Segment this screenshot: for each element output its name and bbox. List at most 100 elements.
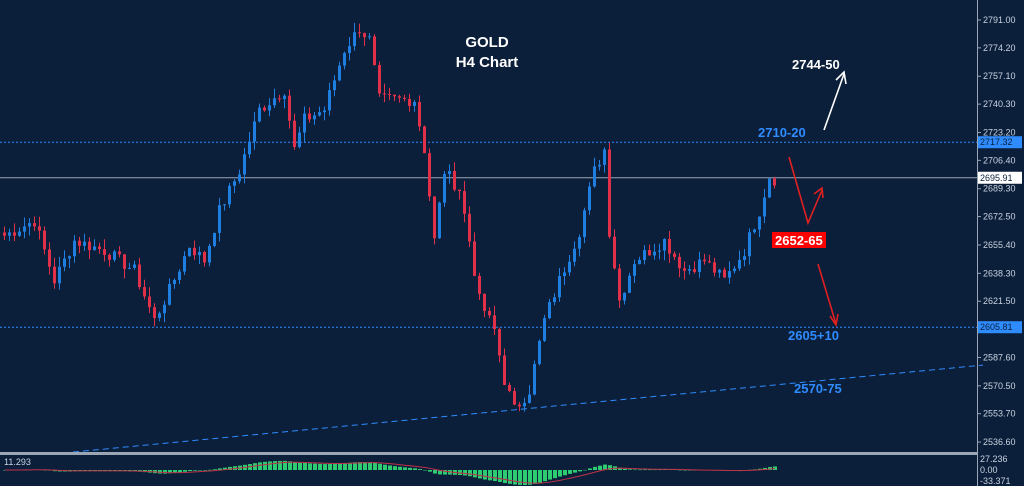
candle[interactable]: [348, 46, 351, 53]
candle[interactable]: [548, 302, 551, 319]
candle[interactable]: [553, 297, 556, 303]
candle[interactable]: [523, 402, 526, 407]
candle[interactable]: [113, 251, 116, 260]
candle[interactable]: [408, 98, 411, 106]
candle[interactable]: [43, 230, 46, 250]
candle[interactable]: [223, 204, 226, 206]
candle[interactable]: [68, 256, 71, 259]
candle[interactable]: [438, 202, 441, 239]
candle[interactable]: [623, 292, 626, 301]
candle[interactable]: [318, 112, 321, 116]
candle[interactable]: [33, 223, 36, 227]
candle[interactable]: [773, 178, 776, 186]
candle[interactable]: [278, 98, 281, 100]
candle[interactable]: [163, 304, 166, 314]
candle[interactable]: [248, 141, 251, 155]
candle[interactable]: [703, 259, 706, 262]
candle[interactable]: [628, 275, 631, 293]
candle[interactable]: [423, 126, 426, 154]
candle[interactable]: [403, 97, 406, 99]
candle[interactable]: [673, 253, 676, 257]
candle[interactable]: [208, 245, 211, 263]
candle[interactable]: [373, 36, 376, 66]
candle[interactable]: [368, 36, 371, 38]
price-axis[interactable]: 2791.00 2774.20 2757.10 2740.30 2723.20 2706.…: [977, 15, 1016, 447]
candle[interactable]: [13, 232, 16, 236]
candle[interactable]: [743, 256, 746, 260]
candle[interactable]: [678, 256, 681, 269]
candle[interactable]: [453, 170, 456, 190]
candle[interactable]: [203, 251, 206, 263]
candle[interactable]: [708, 261, 711, 263]
candle[interactable]: [688, 269, 691, 271]
candle[interactable]: [333, 80, 336, 91]
candle[interactable]: [103, 249, 106, 255]
candle[interactable]: [533, 363, 536, 395]
candle[interactable]: [583, 210, 586, 238]
candle[interactable]: [558, 276, 561, 298]
trendline[interactable]: [62, 364, 984, 454]
candle[interactable]: [723, 269, 726, 278]
candle[interactable]: [268, 105, 271, 111]
candle[interactable]: [388, 93, 391, 95]
candle[interactable]: [638, 259, 641, 265]
candle[interactable]: [58, 266, 61, 284]
candle[interactable]: [498, 329, 501, 356]
candle[interactable]: [543, 318, 546, 341]
candle[interactable]: [173, 279, 176, 284]
candle[interactable]: [243, 154, 246, 175]
candle[interactable]: [528, 394, 531, 403]
candle[interactable]: [658, 250, 661, 252]
candle[interactable]: [578, 237, 581, 249]
candle[interactable]: [593, 166, 596, 187]
candle[interactable]: [488, 310, 491, 316]
candle[interactable]: [458, 189, 461, 192]
panel-separator[interactable]: [0, 452, 977, 455]
candle[interactable]: [463, 191, 466, 214]
candle[interactable]: [588, 186, 591, 211]
candle[interactable]: [73, 240, 76, 257]
candle[interactable]: [303, 113, 306, 133]
candle[interactable]: [3, 232, 6, 236]
candle[interactable]: [48, 249, 51, 267]
candle[interactable]: [563, 272, 566, 277]
candle[interactable]: [753, 229, 756, 233]
candle[interactable]: [768, 178, 771, 198]
candle[interactable]: [83, 241, 86, 246]
candle[interactable]: [473, 241, 476, 276]
candle[interactable]: [353, 32, 356, 47]
candle[interactable]: [78, 240, 81, 246]
candle[interactable]: [443, 174, 446, 203]
candle[interactable]: [513, 391, 516, 405]
candle[interactable]: [313, 115, 316, 120]
candle[interactable]: [153, 307, 156, 318]
candle[interactable]: [538, 340, 541, 364]
candle[interactable]: [128, 267, 131, 269]
candle[interactable]: [228, 185, 231, 205]
candle[interactable]: [63, 258, 66, 267]
candle[interactable]: [213, 232, 216, 246]
candle[interactable]: [293, 120, 296, 148]
candle[interactable]: [503, 355, 506, 385]
candle[interactable]: [683, 268, 686, 271]
candle[interactable]: [198, 251, 201, 256]
candle[interactable]: [338, 65, 341, 81]
candle[interactable]: [18, 231, 21, 236]
candle[interactable]: [653, 251, 656, 256]
candle[interactable]: [693, 269, 696, 273]
candle[interactable]: [633, 264, 636, 276]
candle[interactable]: [483, 293, 486, 311]
candle[interactable]: [598, 164, 601, 167]
candle[interactable]: [308, 113, 311, 120]
candle[interactable]: [218, 205, 221, 233]
candle[interactable]: [568, 261, 571, 273]
candle[interactable]: [178, 271, 181, 280]
candle[interactable]: [713, 262, 716, 273]
candle[interactable]: [493, 315, 496, 330]
candle[interactable]: [193, 247, 196, 256]
candle[interactable]: [138, 264, 141, 288]
candle[interactable]: [393, 94, 396, 97]
candle[interactable]: [718, 269, 721, 273]
candle[interactable]: [763, 197, 766, 217]
candle[interactable]: [478, 275, 481, 294]
